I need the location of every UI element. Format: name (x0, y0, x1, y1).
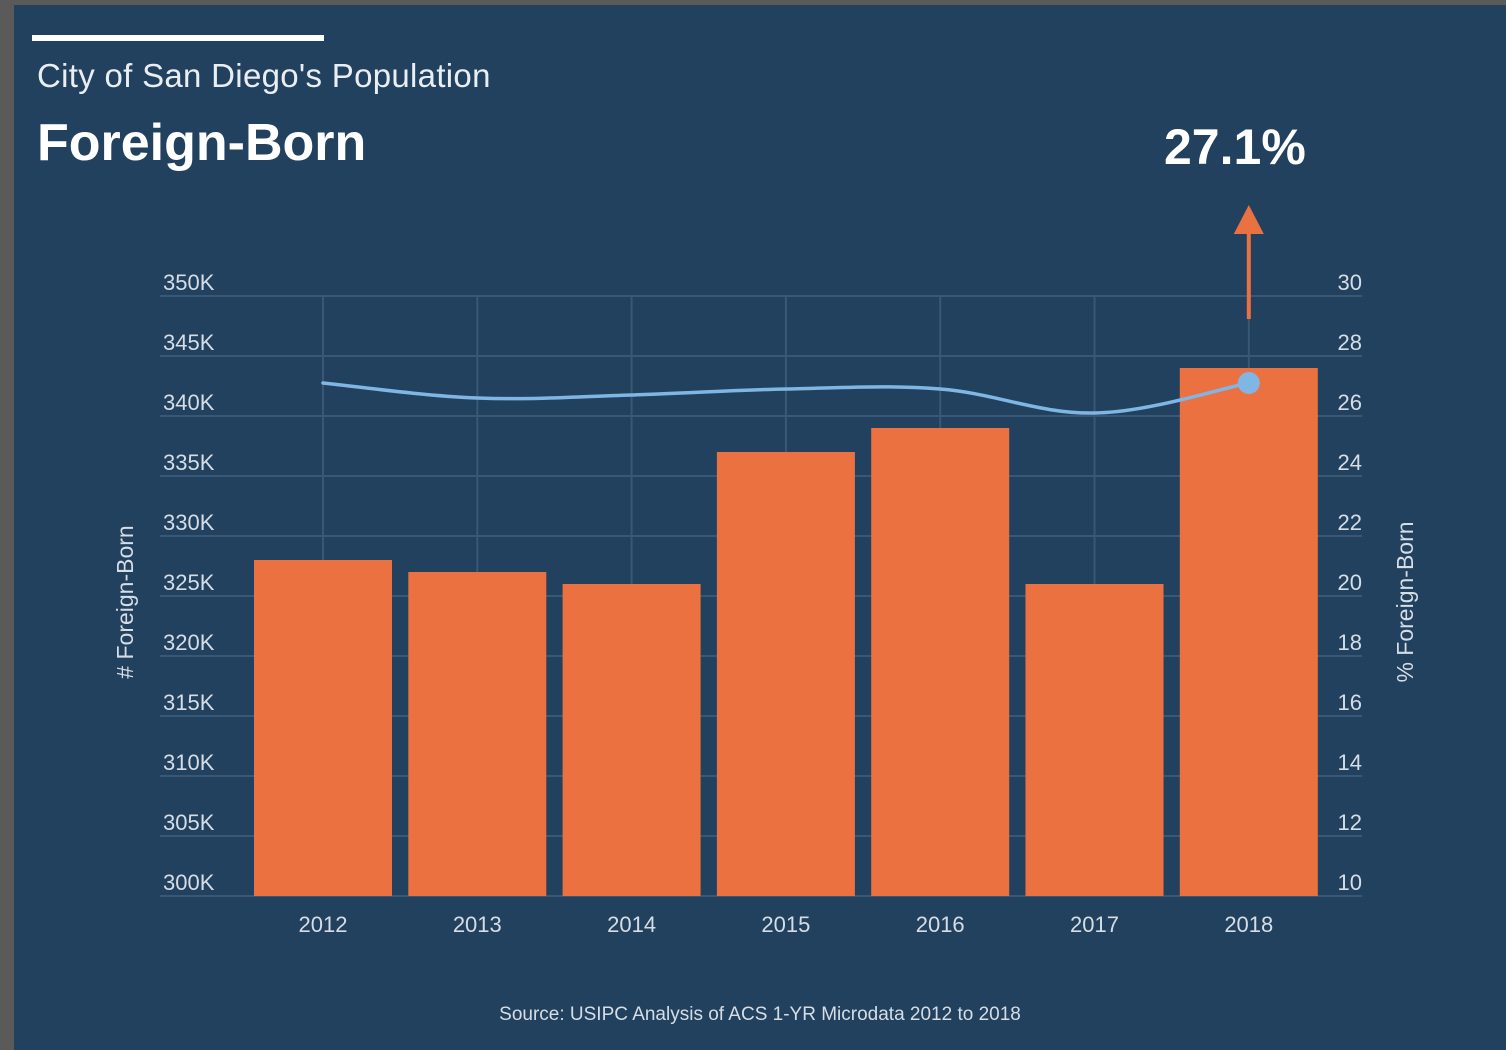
y2-tick-label: 24 (1338, 450, 1362, 475)
y-tick-label: 340K (163, 390, 215, 415)
x-tick-label: 2015 (761, 912, 810, 937)
bar-2016 (871, 428, 1010, 896)
y2-tick-label: 12 (1338, 810, 1362, 835)
y-tick-label: 335K (163, 450, 215, 475)
y-tick-label: 320K (163, 630, 215, 655)
y-tick-label: 330K (163, 510, 215, 535)
chart-subtitle: City of San Diego's Population (37, 57, 491, 94)
bar-2018 (1179, 368, 1318, 896)
bar-2017 (1025, 584, 1164, 896)
bar-2014 (562, 584, 701, 896)
highlight-callout: 27.1% (1164, 119, 1306, 175)
source-note: Source: USIPC Analysis of ACS 1-YR Micro… (499, 1004, 1021, 1025)
x-tick-label: 2018 (1224, 912, 1273, 937)
y2-tick-label: 14 (1338, 750, 1362, 775)
arrow-up-icon (1233, 205, 1264, 234)
y2-tick-label: 16 (1338, 690, 1362, 715)
y2-tick-label: 26 (1338, 390, 1362, 415)
y2-tick-label: 20 (1338, 570, 1362, 595)
y-tick-label: 300K (163, 870, 215, 895)
pct-line (321, 381, 1251, 415)
y2-tick-label: 22 (1338, 510, 1362, 535)
highlight-point (1237, 372, 1260, 394)
y2-tick-label: 28 (1338, 330, 1362, 355)
y-tick-label: 310K (163, 750, 215, 775)
bar-2013 (408, 572, 547, 896)
y2-tick-label: 18 (1338, 630, 1362, 655)
x-tick-label: 2016 (916, 912, 965, 937)
y-tick-label: 325K (163, 570, 215, 595)
y-tick-label: 305K (163, 810, 215, 835)
x-tick-label: 2012 (299, 912, 348, 937)
y-tick-label: 345K (163, 330, 215, 355)
y-tick-label: 315K (163, 690, 215, 715)
x-tick-label: 2014 (607, 912, 656, 937)
y-axis-title: # Foreign-Born (112, 525, 138, 678)
y2-tick-label: 10 (1338, 870, 1362, 895)
bar-2012 (254, 560, 392, 896)
x-tick-label: 2013 (453, 912, 502, 937)
y2-axis-title: % Foreign-Born (1392, 521, 1418, 682)
y-tick-label: 350K (163, 270, 215, 295)
header-rule (32, 35, 324, 41)
y2-tick-label: 30 (1338, 270, 1362, 295)
chart-title: Foreign-Born (37, 114, 367, 172)
bar-2015 (716, 452, 855, 896)
x-tick-label: 2017 (1070, 912, 1119, 937)
